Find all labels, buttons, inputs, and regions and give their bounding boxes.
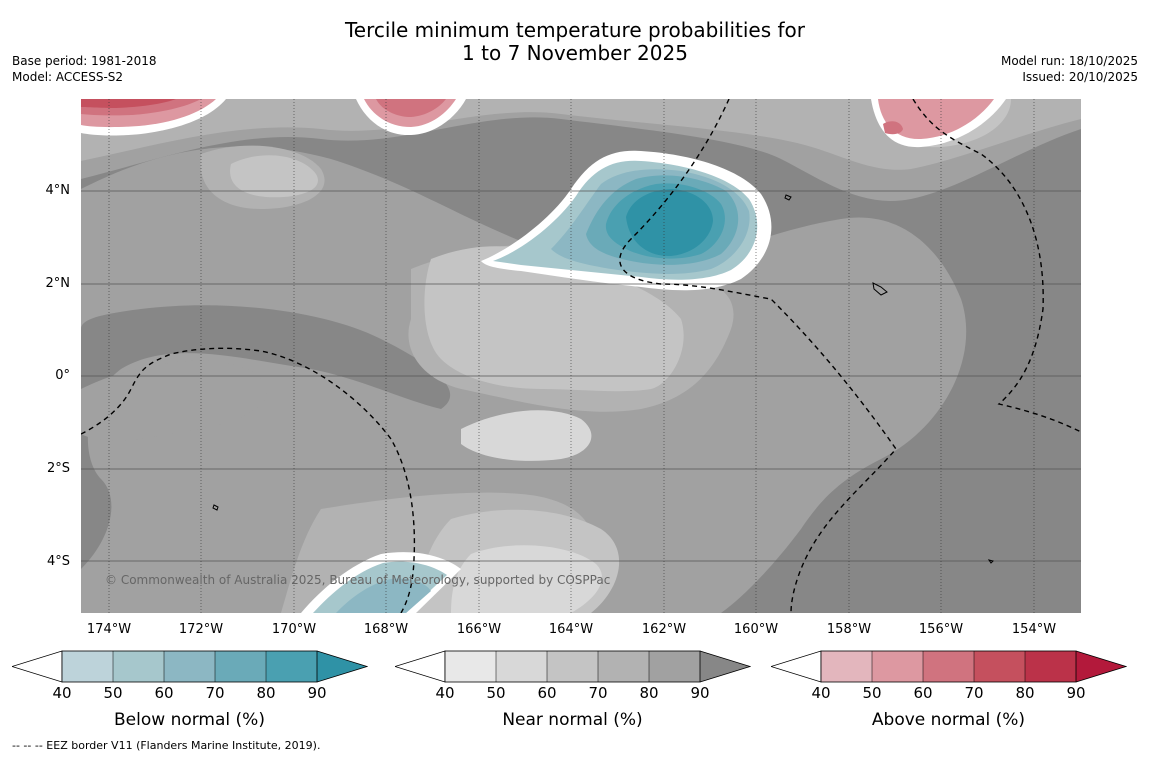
cb-below-1 [62,651,113,682]
lon-label-154w: 154°W [1011,622,1057,637]
cb-near-3 [547,651,598,682]
meta-left: Base period: 1981-2018 Model: ACCESS-S2 [12,53,157,85]
lat-label-4n: 4°N [45,183,71,198]
lat-label-2n: 2°N [45,276,71,291]
below-normal-90-region [626,189,713,257]
cb-above-2 [872,651,923,682]
cb-above-label: Above normal (%) [871,710,1026,730]
lon-label-174w: 174°W [86,622,132,637]
title-line-2: 1 to 7 November 2025 [462,41,688,65]
cb-near-tick-70: 70 [588,684,608,702]
model-run: Model run: 18/10/2025 [1000,54,1138,68]
islands [212,194,994,564]
below-normal-south-60 [336,578,431,613]
cb-above-tick-70: 70 [964,684,984,702]
cb-below-4 [215,651,266,682]
near-normal-50-south [451,545,602,613]
map-graticule [81,190,1081,562]
lon-label-170w: 170°W [271,622,317,637]
eez-borders [81,99,1081,613]
map-title: Tercile minimum temperature probabilitie… [0,19,1150,65]
lat-label-4s: 4°S [46,554,70,569]
cb-above-tick-50: 50 [862,684,882,702]
near-normal-60-nw [230,155,318,198]
colorbar-near-normal [395,650,751,683]
cb-near-tick-90: 90 [690,684,710,702]
cb-below-tick-90: 90 [307,684,327,702]
cb-near-1 [445,651,496,682]
cb-below-tick-50: 50 [103,684,123,702]
near-normal-70-north [81,99,1081,170]
cb-near-tick-50: 50 [486,684,506,702]
near-normal-50-center [461,410,592,461]
above-normal-nw-70 [81,99,176,108]
cb-above-6 [1076,651,1126,682]
cb-below-3 [164,651,215,682]
lon-label-164w: 164°W [548,622,594,637]
cb-above-1 [821,651,872,682]
near-normal-80-west [81,360,267,442]
cb-below-6 [317,651,367,682]
legend-above-normal [771,650,1127,683]
cb-above-tick-80: 80 [1015,684,1035,702]
legend-near-normal [395,650,751,683]
probability-map [81,99,1081,613]
cb-above-tick-40: 40 [811,684,831,702]
cb-near-4 [598,651,649,682]
model-name: Model: ACCESS-S2 [12,70,124,84]
above-normal-n-60 [376,99,446,117]
lon-label-168w: 168°W [363,622,409,637]
colorbar-below-normal [12,650,368,683]
cb-above-5 [1025,651,1076,682]
legend-below-normal [12,650,368,683]
cb-below-2 [113,651,164,682]
cb-above-tick-60: 60 [913,684,933,702]
lat-label-0: 0° [55,368,70,383]
copyright-notice: © Commonwealth of Australia 2025, Bureau… [105,573,611,587]
map-canvas [81,99,1081,613]
cb-near-label: Near normal (%) [502,710,643,730]
title-line-1: Tercile minimum temperature probabilitie… [344,18,806,42]
above-normal-ne-60-spot [883,121,903,135]
lon-label-162w: 162°W [641,622,687,637]
lon-label-156w: 156°W [918,622,964,637]
lon-label-160w: 160°W [733,622,779,637]
above-normal-ne-50 [878,99,994,140]
cb-below-tick-80: 80 [256,684,276,702]
cb-below-tick-70: 70 [205,684,225,702]
cb-below-5 [266,651,317,682]
meta-right: Model run: 18/10/2025 Issued: 20/10/2025 [1001,53,1138,85]
cb-near-tick-40: 40 [435,684,455,702]
cb-below-label: Below normal (%) [114,710,265,730]
lon-label-166w: 166°W [456,622,502,637]
cb-below-tick-60: 60 [154,684,174,702]
cb-near-6 [700,651,750,682]
lat-label-2s: 2°S [46,461,70,476]
base-period: Base period: 1981-2018 [12,54,157,68]
cb-above-4 [974,651,1025,682]
cb-above-3 [923,651,974,682]
colorbar-above-normal [771,650,1127,683]
lon-label-158w: 158°W [826,622,872,637]
cb-near-tick-60: 60 [537,684,557,702]
cb-above-tick-90: 90 [1066,684,1086,702]
cb-below-tick-40: 40 [52,684,72,702]
cb-near-tick-80: 80 [639,684,659,702]
eez-footnote: -- -- -- EEZ border V11 (Flanders Marine… [12,739,321,752]
cb-near-2 [496,651,547,682]
issued-date: Issued: 20/10/2025 [1022,70,1138,84]
lon-label-172w: 172°W [178,622,224,637]
cb-near-5 [649,651,700,682]
